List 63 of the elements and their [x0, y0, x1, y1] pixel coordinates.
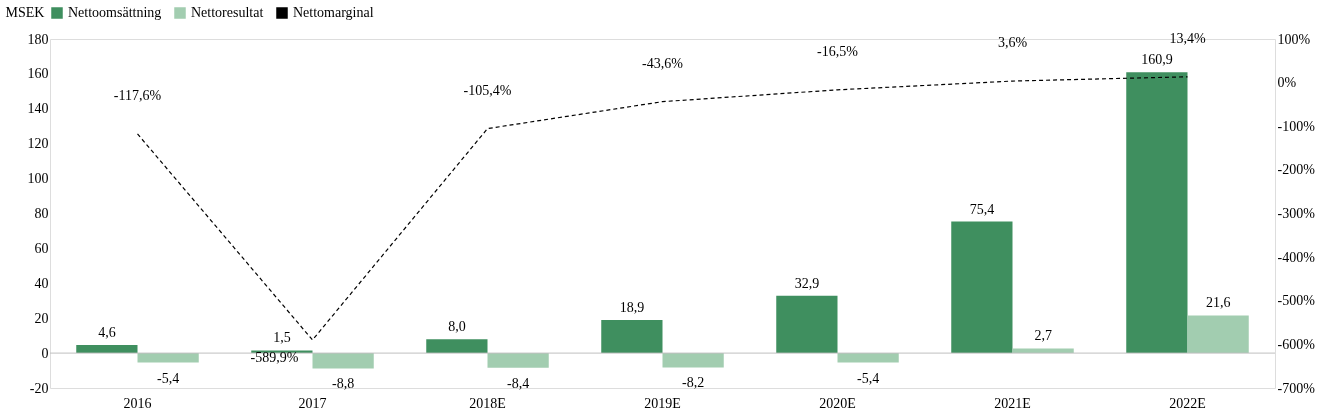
y2-tick-label: -200% — [1277, 162, 1316, 178]
data-label: -43,6% — [642, 55, 684, 71]
y2-tick-label: 100% — [1277, 31, 1311, 47]
y-tick-label: 0 — [41, 345, 49, 361]
y2-tick-label: -500% — [1277, 293, 1316, 309]
y2-tick-label: -300% — [1277, 206, 1316, 221]
bar — [776, 295, 838, 354]
x-tick-label: 2017 — [298, 395, 327, 411]
data-label: -5,4 — [857, 370, 880, 386]
data-label: -8,4 — [507, 375, 530, 391]
data-label: 8,0 — [448, 319, 466, 335]
bar — [1126, 72, 1188, 354]
data-label: 21,6 — [1205, 295, 1231, 311]
y-tick-label: 160 — [27, 66, 49, 82]
data-label: 4,6 — [98, 325, 116, 341]
data-label: 160,9 — [1141, 52, 1173, 68]
bar — [426, 339, 488, 354]
y-tick-label: 100 — [27, 171, 49, 187]
y-axis-title: MSEK — [5, 4, 45, 20]
y2-tick-label: -100% — [1277, 118, 1316, 134]
data-label: -105,4% — [463, 82, 512, 98]
bar — [951, 221, 1013, 354]
legend-label: Nettoomsättning — [68, 5, 162, 20]
x-tick-label: 2021E — [994, 395, 1031, 411]
bar — [837, 353, 899, 363]
data-label: 3,6% — [997, 35, 1028, 51]
data-label: 75,4 — [969, 201, 995, 217]
x-tick-label: 2020E — [819, 395, 856, 411]
y-tick-label: -20 — [29, 380, 49, 396]
bar — [662, 353, 724, 368]
data-label: 32,9 — [794, 275, 820, 291]
y-tick-label: 140 — [27, 101, 49, 117]
y-tick-label: 20 — [34, 310, 49, 326]
y-tick-label: 40 — [34, 275, 49, 291]
legend-label: Nettoresultat — [191, 5, 264, 20]
data-label: -8,8 — [332, 376, 355, 392]
bar — [312, 353, 374, 369]
y2-tick-label: -700% — [1277, 380, 1316, 396]
y2-tick-label: -600% — [1277, 336, 1316, 352]
bar — [601, 320, 663, 354]
y2-tick-label: 0% — [1277, 75, 1297, 91]
legend-label: Nettomarginal — [293, 5, 374, 20]
bar — [487, 353, 549, 368]
bar — [137, 353, 199, 363]
data-label: 2,7 — [1034, 328, 1052, 344]
y-tick-label: 80 — [34, 206, 49, 221]
y-tick-label: 180 — [27, 31, 49, 47]
data-label: -117,6% — [113, 87, 162, 103]
x-tick-label: 2016 — [123, 395, 152, 411]
x-tick-label: 2022E — [1169, 395, 1206, 411]
data-label: 13,4% — [1169, 30, 1206, 46]
y2-tick-label: -400% — [1277, 249, 1316, 265]
data-label: -8,2 — [682, 375, 705, 391]
bar — [1187, 315, 1249, 354]
x-tick-label: 2019E — [644, 395, 681, 411]
y-tick-label: 60 — [34, 240, 49, 256]
data-label: -16,5% — [817, 43, 859, 59]
data-label: -589,9% — [250, 349, 299, 365]
data-label: -5,4 — [157, 370, 180, 386]
x-tick-label: 2018E — [469, 395, 506, 411]
y-tick-label: 120 — [27, 136, 49, 152]
data-label: 1,5 — [273, 330, 291, 346]
data-label: 18,9 — [619, 300, 645, 316]
